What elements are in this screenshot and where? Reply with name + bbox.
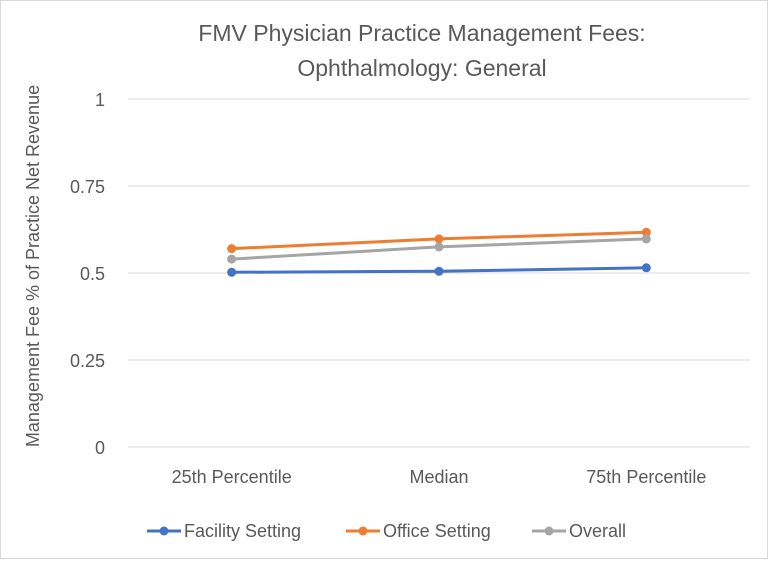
y-tick-label: 0 <box>95 438 105 458</box>
y-tick-label: 0.75 <box>70 177 105 197</box>
data-point <box>434 234 444 244</box>
legend-marker <box>159 526 169 536</box>
chart-title: FMV Physician Practice Management Fees: … <box>198 20 645 81</box>
legend-label: Office Setting <box>383 521 491 541</box>
x-tick-label: 75th Percentile <box>586 467 706 487</box>
x-tick-label: Median <box>409 467 468 487</box>
chart-title-line-1: FMV Physician Practice Management Fees: <box>198 20 645 46</box>
data-point <box>641 227 651 237</box>
legend-item: Overall <box>532 521 626 541</box>
data-point <box>434 242 444 252</box>
series-overall <box>227 234 651 264</box>
x-tick-label: 25th Percentile <box>172 467 292 487</box>
y-axis-label: Management Fee % of Practice Net Revenue <box>23 85 43 447</box>
series-layer <box>227 227 651 277</box>
data-point <box>641 234 651 244</box>
data-point <box>641 263 651 273</box>
data-point <box>434 266 444 276</box>
x-axis-ticks: 25th Percentile Median 75th Percentile <box>172 467 707 487</box>
data-point <box>227 254 237 264</box>
legend-item: Facility Setting <box>147 521 301 541</box>
legend-marker <box>358 526 368 536</box>
y-tick-label: 1 <box>95 90 105 110</box>
data-point <box>227 244 237 254</box>
series-office-setting <box>227 227 651 254</box>
legend: Facility Setting Office Setting Overall <box>147 521 626 541</box>
legend-item: Office Setting <box>346 521 491 541</box>
y-axis-ticks: 0 0.25 0.5 0.75 1 <box>70 90 105 458</box>
legend-label: Overall <box>569 521 626 541</box>
chart-title-line-2: Ophthalmology: General <box>297 55 546 81</box>
data-point <box>227 267 237 277</box>
y-tick-label: 0.25 <box>70 351 105 371</box>
series-facility-setting <box>227 263 651 277</box>
legend-label: Facility Setting <box>184 521 301 541</box>
legend-marker <box>544 526 554 536</box>
y-tick-label: 0.5 <box>80 264 105 284</box>
